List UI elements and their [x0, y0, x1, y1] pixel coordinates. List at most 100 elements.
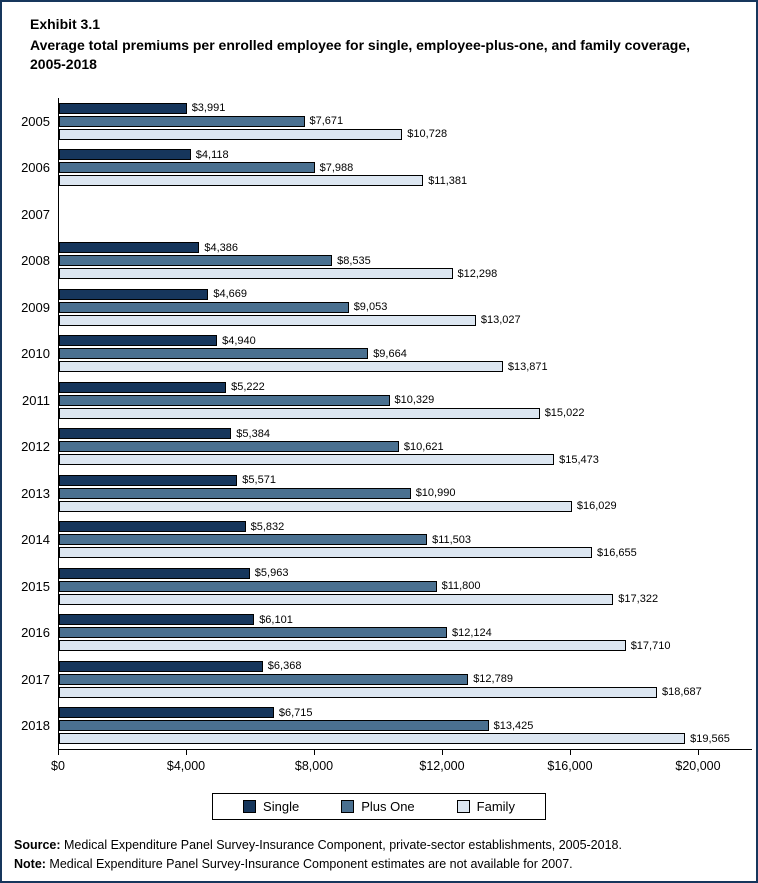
bar-row: $15,022: [59, 407, 752, 420]
bar-family: [59, 175, 424, 187]
bar-family: [59, 547, 592, 559]
bar-row: $5,571: [59, 474, 752, 486]
bar-value-label: $5,832: [250, 520, 285, 533]
bar-value-label: $4,669: [213, 288, 248, 301]
year-label: 2007: [21, 206, 50, 222]
bar-value-label: $6,101: [259, 613, 293, 626]
bar-row: $13,871: [59, 361, 752, 373]
bar-row: $10,990: [59, 487, 752, 499]
axis-tick: [58, 749, 59, 755]
bar-single: [59, 521, 246, 533]
bar-value-label: $4,940: [222, 334, 256, 347]
bar-value-label: $15,022: [544, 407, 585, 420]
year-label: 2015: [21, 578, 50, 594]
bar-row: $4,669: [59, 288, 752, 301]
axis-tick-label: $0: [51, 758, 65, 773]
bar-group: $4,940 $9,664 $13,871: [58, 330, 752, 377]
bar-row: $5,832: [59, 520, 752, 533]
axis-tick-label: $8,000: [294, 758, 334, 773]
bar-single: [59, 428, 232, 440]
bar-value-label: $5,963: [254, 567, 289, 580]
footer-notes: Source: Medical Expenditure Panel Survey…: [14, 836, 742, 874]
legend-label: Single: [263, 798, 300, 814]
bar-value-label: $5,222: [231, 381, 265, 394]
bar-value-label: $12,789: [473, 673, 513, 686]
bar-value-label: $17,710: [630, 639, 671, 652]
bar-group: $6,101 $12,124 $17,710: [58, 609, 752, 656]
year-label: 2017: [21, 671, 50, 687]
bar-row: $12,298: [59, 268, 752, 280]
bar-row: $12,789: [59, 673, 752, 686]
bar-group: $4,118 $7,988 $11,381: [58, 144, 752, 191]
axis-tick: [698, 749, 699, 755]
legend-item-family: Family: [456, 798, 515, 814]
bar-row: $3,991: [59, 102, 752, 114]
bar-family: [59, 500, 572, 512]
bar-row: $18,687: [59, 686, 752, 698]
bar-plus-one: [59, 627, 447, 639]
bar-family: [59, 128, 403, 140]
bar-single: [59, 102, 187, 114]
note-text: Medical Expenditure Panel Survey-Insuran…: [45, 856, 573, 871]
bar-single: [59, 288, 209, 300]
bar-value-label: $6,368: [267, 660, 302, 673]
axis-tick: [442, 749, 443, 755]
axis-tick-label: $16,000: [547, 758, 593, 773]
bar-value-label: $10,329: [394, 394, 435, 407]
bar-family: [59, 593, 614, 605]
legend-swatch: [341, 799, 355, 813]
axis-tick-label: $4,000: [166, 758, 206, 773]
bar-value-label: $12,124: [452, 626, 492, 639]
bar-value-label: $9,664: [373, 347, 407, 360]
bar-value-label: $16,029: [576, 500, 617, 513]
year-label: 2006: [21, 160, 50, 176]
bar-row: $15,473: [59, 453, 752, 466]
bar-row: $9,664: [59, 347, 752, 360]
bar-group: $5,832 $11,503 $16,655: [58, 516, 752, 563]
bar-row: $9,053: [59, 301, 752, 314]
bar-plus-one: [59, 301, 349, 313]
bar-value-label: $4,118: [195, 148, 229, 161]
page-title: Average total premiums per enrolled empl…: [30, 37, 691, 72]
bar-value-label: $17,322: [618, 593, 659, 606]
bar-value-label: $7,671: [309, 115, 344, 128]
bar-family: [59, 268, 453, 280]
bar-family: [59, 733, 686, 745]
legend-swatch: [456, 799, 470, 813]
axis-tick: [314, 749, 315, 755]
year-label: 2010: [21, 346, 50, 362]
bar-value-label: $16,655: [597, 546, 637, 559]
source-label: Source:: [14, 837, 61, 852]
bar-plus-one: [59, 394, 390, 406]
bar-row: $16,029: [59, 500, 752, 513]
bar-plus-one: [59, 115, 305, 127]
bar-single: [59, 567, 250, 579]
year-label: 2009: [21, 299, 50, 315]
bar-row: $8,535: [59, 255, 752, 267]
bar-value-label: $19,565: [690, 732, 730, 745]
bar-row: $13,425: [59, 720, 752, 732]
bar-group: $6,368 $12,789 $18,687: [58, 655, 752, 703]
bar-group: $4,386 $8,535 $12,298: [58, 237, 752, 284]
bar-group: $3,991 $7,671 $10,728: [58, 97, 752, 145]
bar-value-label: $5,384: [236, 427, 270, 440]
legend-label: Family: [476, 798, 515, 814]
axis-tick-label: $20,000: [675, 758, 721, 773]
bar-row: $4,386: [59, 242, 752, 254]
bar-single: [59, 614, 255, 626]
bar-row: $10,621: [59, 441, 752, 453]
bar-value-label: $15,473: [559, 453, 599, 466]
grouped-bar-chart: 2005 $3,991 $7,671 $10,728 2006 $4,118 $7,988 $…: [2, 97, 756, 779]
year-label: 2011: [22, 392, 50, 408]
bar-group: [58, 190, 752, 238]
bar-single: [59, 660, 263, 672]
bar-value-label: $11,800: [441, 580, 481, 593]
bar-group: $4,669 $9,053 $13,027: [58, 283, 752, 331]
bar-value-label: $9,053: [353, 301, 388, 314]
axis-spacer: [2, 749, 58, 779]
bar-single: [59, 474, 238, 486]
bar-row: $6,101: [59, 613, 752, 626]
bar-row: $7,988: [59, 162, 752, 174]
legend-swatch: [243, 799, 257, 813]
bar-group: $5,384 $10,621 $15,473: [58, 423, 752, 470]
